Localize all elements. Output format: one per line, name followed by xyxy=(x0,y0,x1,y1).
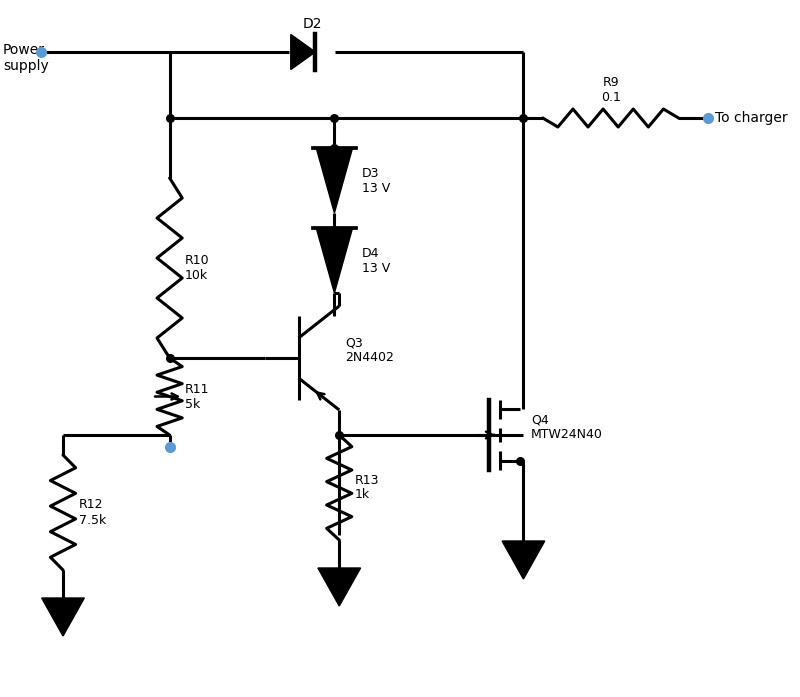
Polygon shape xyxy=(42,598,84,636)
Polygon shape xyxy=(502,541,545,579)
Text: R10
10k: R10 10k xyxy=(185,254,210,282)
Polygon shape xyxy=(318,568,361,606)
Text: R12
7.5k: R12 7.5k xyxy=(78,498,106,526)
Polygon shape xyxy=(290,34,315,70)
Polygon shape xyxy=(316,228,353,293)
Text: To charger: To charger xyxy=(715,111,788,125)
Text: R13
1k: R13 1k xyxy=(354,473,379,502)
Text: D2: D2 xyxy=(302,17,322,31)
Polygon shape xyxy=(316,148,353,213)
Text: Power
supply: Power supply xyxy=(3,43,49,73)
Text: Q3
2N4402: Q3 2N4402 xyxy=(345,336,394,364)
Text: D3
13 V: D3 13 V xyxy=(362,167,390,194)
Text: Q4
MTW24N40: Q4 MTW24N40 xyxy=(531,413,603,441)
Text: R11
5k: R11 5k xyxy=(185,383,210,411)
Text: R9
0.1: R9 0.1 xyxy=(601,76,621,104)
Text: D4
13 V: D4 13 V xyxy=(362,247,390,275)
